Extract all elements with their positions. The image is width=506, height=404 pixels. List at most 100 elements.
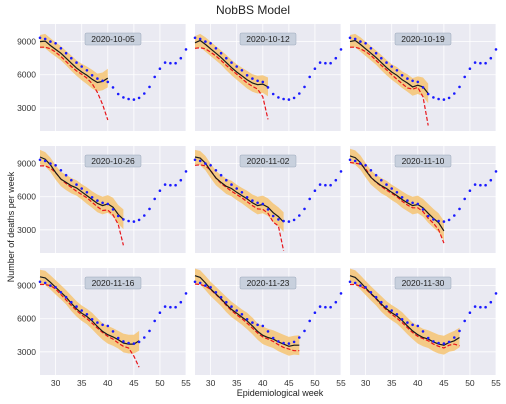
observed-point xyxy=(245,196,249,199)
observed-point xyxy=(298,336,301,339)
y-tick-label: 9000 xyxy=(17,37,36,47)
observed-point xyxy=(339,170,343,173)
observed-point xyxy=(334,300,338,304)
observed-point xyxy=(277,340,280,343)
observed-point xyxy=(90,318,94,321)
observed-point xyxy=(59,47,63,50)
observed-point xyxy=(437,97,440,101)
y-tick-label: 6000 xyxy=(17,192,36,202)
observed-point xyxy=(240,69,244,72)
observed-point xyxy=(348,280,352,284)
observed-point xyxy=(324,61,327,65)
reported-deaths-line xyxy=(349,161,445,244)
prediction-interval-band xyxy=(350,148,444,241)
observed-point xyxy=(308,75,312,79)
nowcast-line xyxy=(194,156,285,223)
observed-point xyxy=(106,80,110,84)
observed-point xyxy=(70,178,73,182)
observed-point xyxy=(426,92,430,96)
observed-point xyxy=(406,199,409,202)
prediction-interval-band xyxy=(350,33,429,104)
observed-point xyxy=(75,61,78,64)
observed-point xyxy=(453,336,456,339)
observed-point xyxy=(179,56,183,60)
observed-point xyxy=(292,340,296,344)
observed-point xyxy=(442,220,446,223)
observed-point xyxy=(359,162,362,165)
observed-point xyxy=(473,305,477,308)
observed-point xyxy=(116,92,120,96)
observed-point xyxy=(400,318,404,321)
observed-point xyxy=(421,86,425,89)
observed-point xyxy=(153,75,156,79)
observed-point xyxy=(400,196,404,199)
observed-point xyxy=(85,313,89,316)
observed-point xyxy=(80,309,83,312)
observed-point xyxy=(411,201,414,205)
observed-point xyxy=(204,40,207,43)
nowcast-line xyxy=(194,275,300,347)
observed-point xyxy=(292,218,296,222)
panel-date-badge xyxy=(394,32,452,46)
observed-point xyxy=(489,178,493,182)
observed-point xyxy=(70,300,73,304)
observed-point xyxy=(308,319,312,323)
panel-8: 2020-11-23 30 35 40 45 50 55 xyxy=(193,268,346,388)
observed-point xyxy=(374,295,378,299)
observed-point xyxy=(468,311,472,315)
observed-point xyxy=(380,56,383,60)
x-tick-label: 50 xyxy=(310,378,320,388)
observed-point xyxy=(225,56,228,60)
x-tick-label: 40 xyxy=(103,378,113,388)
x-tick-label: 45 xyxy=(439,378,449,388)
observed-point xyxy=(406,321,409,324)
observed-point xyxy=(193,36,197,40)
observed-point xyxy=(447,340,451,344)
observed-point xyxy=(38,158,42,162)
observed-point xyxy=(395,191,399,194)
observed-point xyxy=(219,51,223,55)
observed-point xyxy=(59,291,63,294)
reported-deaths-line xyxy=(350,46,429,126)
panel-9: 2020-11-30 30 35 40 45 50 55 xyxy=(348,268,501,388)
observed-point xyxy=(85,191,89,194)
observed-point xyxy=(390,187,394,190)
observed-point xyxy=(90,196,94,199)
x-tick-label: 35 xyxy=(232,378,242,388)
observed-point xyxy=(437,219,440,223)
observed-point xyxy=(318,61,322,64)
observed-point xyxy=(101,323,104,327)
observed-point xyxy=(143,92,146,95)
observed-point xyxy=(380,300,383,304)
observed-point xyxy=(353,281,357,285)
panel-3: 2020-10-19 xyxy=(348,24,498,131)
observed-point xyxy=(303,85,306,89)
observed-point xyxy=(266,330,270,333)
observed-point xyxy=(303,329,306,333)
observed-point xyxy=(153,319,156,323)
x-tick-label: 30 xyxy=(206,378,216,388)
observed-point xyxy=(235,309,238,312)
y-tick-label: 3000 xyxy=(17,347,36,357)
observed-point xyxy=(122,218,125,221)
observed-point xyxy=(261,202,265,206)
observed-point xyxy=(96,321,99,324)
x-tick-label: 45 xyxy=(284,378,294,388)
observed-point xyxy=(111,208,115,211)
observed-point xyxy=(163,183,167,186)
prediction-interval-band xyxy=(195,149,284,232)
observed-point xyxy=(489,300,493,304)
observed-point xyxy=(380,178,383,182)
observed-point xyxy=(132,342,136,345)
panel-7: 2020-11-16 3000 6000 9000 30 35 40 45 50 55 xyxy=(17,268,191,388)
observed-point xyxy=(64,295,68,299)
observed-point xyxy=(432,218,435,221)
observed-point xyxy=(411,323,414,327)
observed-point xyxy=(458,329,461,333)
observed-point xyxy=(359,284,362,287)
observed-point xyxy=(158,67,162,70)
observed-point xyxy=(353,159,357,163)
observed-point xyxy=(132,220,136,223)
panel-4: 2020-10-26 3000 6000 9000 xyxy=(17,146,188,253)
observed-point xyxy=(198,37,202,41)
